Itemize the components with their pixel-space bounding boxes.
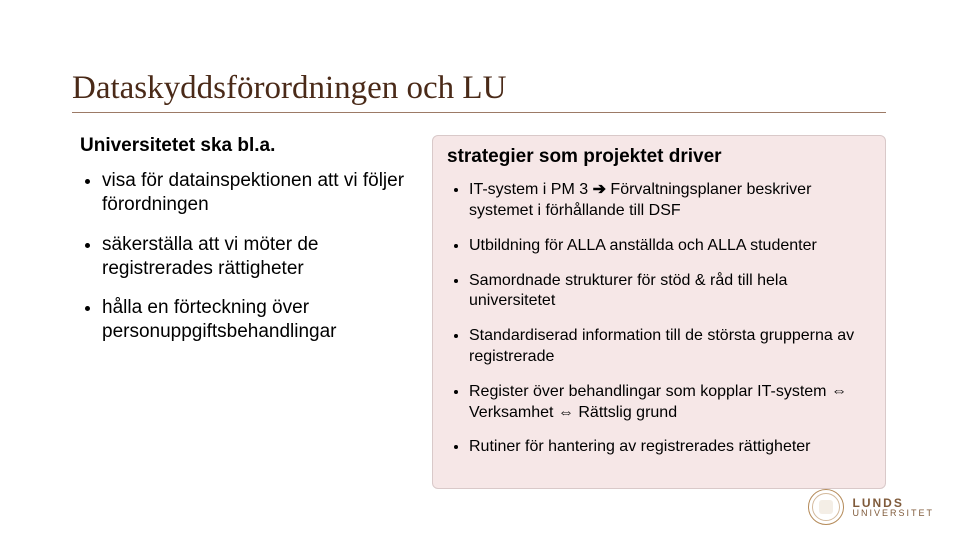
list-item: Register över behandlingar som kopplar I… [469,382,871,424]
item-text: Rutiner för hantering av registrerades r… [469,438,811,455]
right-heading: strategier som projektet driver [447,146,871,168]
list-item: Standardiserad information till de störs… [469,326,871,368]
left-column: Universitetet ska bl.a. visa för datains… [72,135,412,360]
logo-line1: LUNDS [852,497,934,509]
slide: Dataskyddsförordningen och LU Universite… [0,0,958,539]
item-text: Standardiserad information till de störs… [469,327,854,365]
right-column-panel: strategier som projektet driver IT-syste… [432,135,886,489]
list-item: Samordnade strukturer för stöd & råd til… [469,271,871,313]
item-text: Register över behandlingar som kopplar I… [469,383,831,400]
list-item: visa för datainspektionen att vi följer … [102,169,412,217]
list-item: IT-system i PM 3 ➔ Förvaltningsplaner be… [469,180,871,222]
list-item: Rutiner för hantering av registrerades r… [469,437,871,458]
list-item: hålla en förteckning över personuppgifts… [102,296,412,344]
arrow-bidir-icon: ⇔ [831,383,847,400]
item-text: Verksamhet ⇔ Rättslig grund [469,404,677,421]
item-text: IT-system i PM 3 [469,181,593,198]
lund-university-logo: LUNDS UNIVERSITET [808,489,934,525]
left-heading: Universitetet ska bl.a. [80,135,412,157]
logo-text: LUNDS UNIVERSITET [852,497,934,518]
item-text: Utbildning för ALLA anställda och ALLA s… [469,237,817,254]
logo-line2: UNIVERSITET [852,509,934,518]
right-bullet-list: IT-system i PM 3 ➔ Förvaltningsplaner be… [447,180,871,458]
slide-title: Dataskyddsförordningen och LU [72,70,886,106]
left-bullet-list: visa för datainspektionen att vi följer … [80,169,412,344]
item-text: Samordnade strukturer för stöd & råd til… [469,272,787,310]
seal-icon [808,489,844,525]
list-item: Utbildning för ALLA anställda och ALLA s… [469,236,871,257]
two-column-layout: Universitetet ska bl.a. visa för datains… [72,135,886,489]
arrow-right-icon: ➔ [593,181,606,198]
list-item: säkerställa att vi möter de registrerade… [102,233,412,281]
title-underline [72,112,886,113]
